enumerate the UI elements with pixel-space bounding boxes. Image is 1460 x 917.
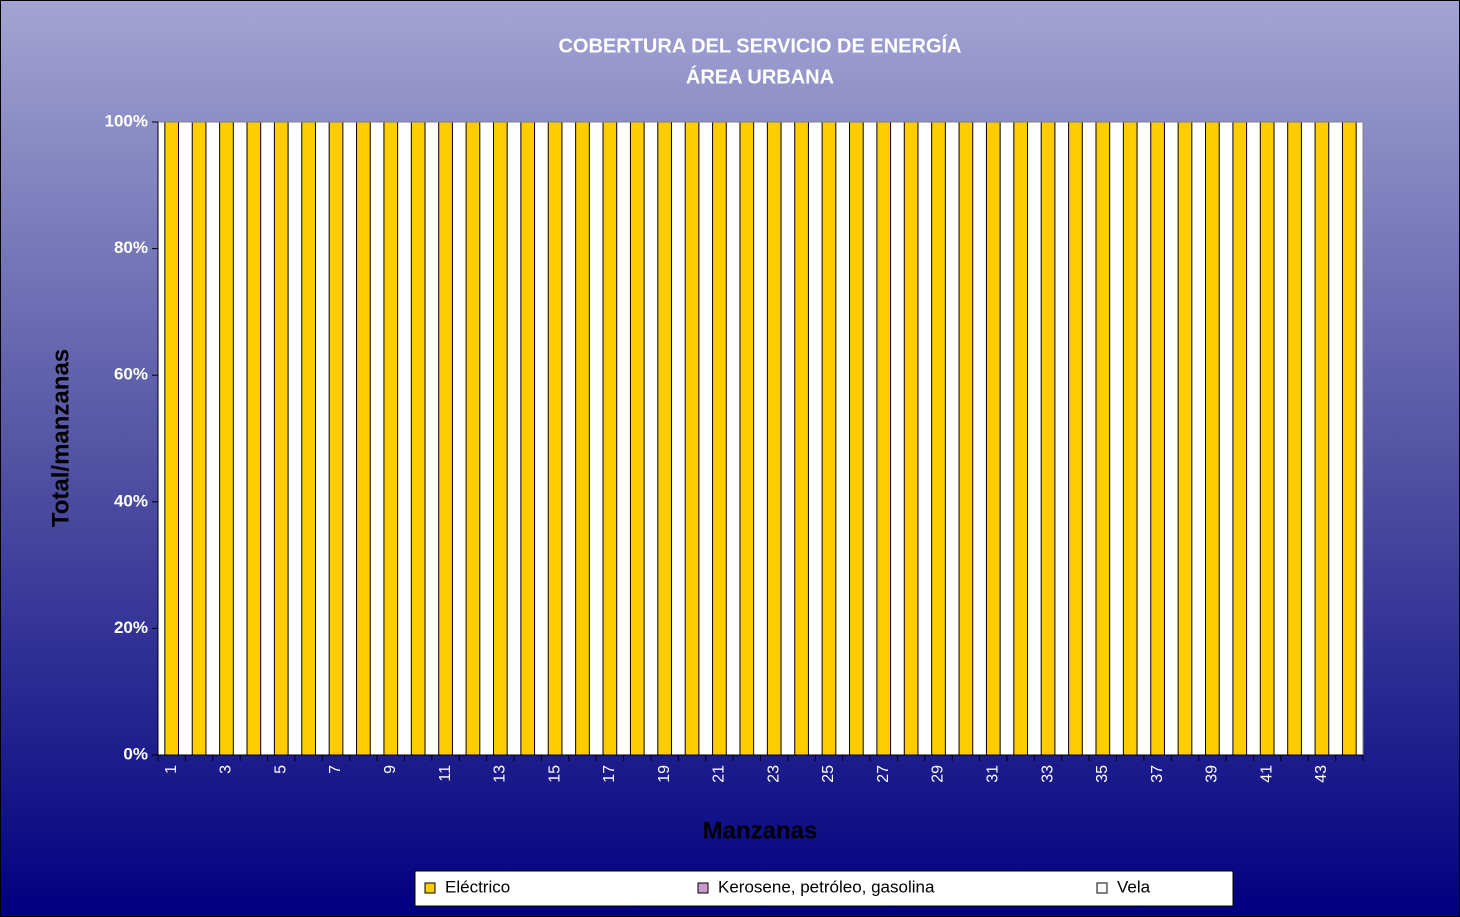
x-tick-label: 23 — [765, 765, 782, 783]
x-tick-label: 17 — [601, 765, 618, 783]
x-tick-label: 37 — [1149, 765, 1166, 783]
bar-segment — [1259, 121, 1275, 756]
x-tick-label: 15 — [546, 765, 563, 783]
x-tick-label: 9 — [382, 765, 399, 774]
bar-segment — [1314, 121, 1330, 756]
x-tick-label: 39 — [1204, 765, 1221, 783]
x-tick-label: 5 — [272, 765, 289, 774]
bar-segment — [164, 121, 180, 756]
bar-segment — [328, 121, 344, 756]
x-tick-label: 19 — [656, 765, 673, 783]
bar-segment — [1013, 121, 1029, 756]
x-tick-label: 33 — [1039, 765, 1056, 783]
bar-segment — [246, 121, 262, 756]
y-tick-label: 100% — [105, 111, 148, 130]
bar-segment — [712, 121, 727, 756]
bar-segment — [821, 121, 837, 756]
bar-segment — [520, 121, 536, 756]
legend-swatch — [697, 882, 709, 894]
bar-segment — [575, 121, 590, 756]
bar-segment — [410, 121, 426, 756]
bar-segment — [273, 121, 289, 756]
x-axis-label: Manzanas — [703, 817, 818, 844]
bar-segment — [794, 121, 809, 756]
bar-segment — [438, 121, 453, 756]
bar-segment — [1040, 121, 1056, 756]
bar-segment — [1122, 121, 1138, 756]
bar-segment — [356, 121, 371, 756]
bar-segment — [684, 121, 700, 756]
x-tick-label: 35 — [1094, 765, 1111, 783]
legend-label: Kerosene, petróleo, gasolina — [718, 877, 935, 896]
bar-segment — [602, 121, 618, 756]
bar-segment — [1205, 121, 1220, 756]
y-tick-label: 80% — [114, 238, 148, 257]
x-tick-label: 11 — [437, 765, 454, 782]
legend-label: Vela — [1117, 877, 1151, 896]
bar-segment — [1232, 121, 1248, 756]
x-tick-label: 27 — [875, 765, 892, 783]
x-tick-label: 1 — [163, 765, 180, 774]
bar-segment — [492, 121, 508, 756]
bar-segment — [876, 121, 892, 756]
bar-segment — [1287, 121, 1302, 756]
y-tick-label: 20% — [114, 618, 148, 637]
y-tick-label: 0% — [123, 744, 148, 763]
bar-segment — [547, 121, 563, 756]
x-tick-label: 43 — [1313, 765, 1330, 783]
legend-swatch — [1096, 882, 1108, 894]
bar-segment — [739, 121, 755, 756]
legend-swatch — [424, 882, 436, 894]
x-tick-label: 41 — [1258, 765, 1275, 783]
bar-segment — [191, 121, 207, 756]
bar-segment — [766, 121, 782, 756]
bar-segment — [1095, 121, 1111, 756]
x-tick-label: 31 — [985, 765, 1002, 783]
x-tick-label: 13 — [492, 765, 509, 783]
x-tick-label: 3 — [218, 765, 235, 774]
x-tick-label: 25 — [820, 765, 837, 783]
y-tick-label: 40% — [114, 491, 148, 510]
bar-segment — [849, 121, 864, 756]
bar-segment — [465, 121, 481, 756]
bar-segment — [383, 121, 399, 756]
bar-segment — [985, 121, 1001, 756]
bar-segment — [1177, 121, 1193, 756]
bar-segment — [958, 121, 974, 756]
bar-segment — [903, 121, 919, 756]
bar-segment — [301, 121, 316, 756]
y-axis-label: Total/manzanas — [47, 349, 74, 527]
bar-segment — [931, 121, 946, 756]
bar-segment — [219, 121, 234, 756]
bar-segment — [1068, 121, 1083, 756]
bar-segment — [1341, 121, 1357, 756]
x-tick-label: 29 — [930, 765, 947, 783]
y-tick-label: 60% — [114, 365, 148, 384]
legend-label: Eléctrico — [445, 877, 510, 896]
bar-segment — [1150, 121, 1165, 756]
chart-subtitle: ÁREA URBANA — [686, 65, 834, 88]
x-tick-label: 7 — [327, 765, 344, 774]
chart-title: COBERTURA DEL SERVICIO DE ENERGÍA — [558, 34, 961, 57]
bar-segment — [629, 121, 645, 756]
x-tick-label: 21 — [711, 765, 728, 783]
bar-segment — [657, 121, 672, 756]
